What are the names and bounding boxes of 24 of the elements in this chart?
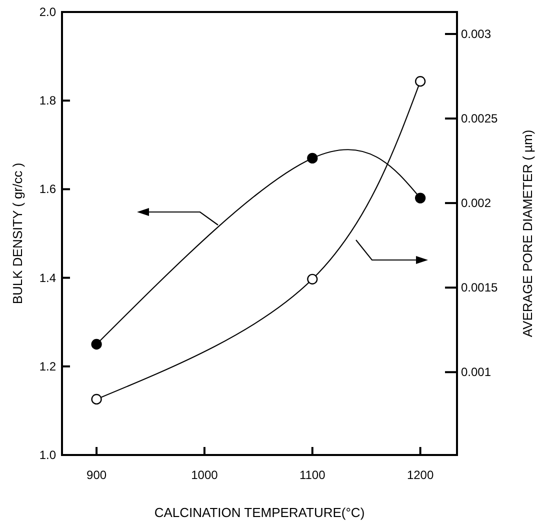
y2-tick-label: 0.0025 [461,112,498,126]
x-tick-label: 1100 [299,468,326,482]
point [91,394,102,405]
y2-tick-label: 0.002 [461,196,492,210]
y-tick-label: 1.4 [39,270,56,285]
y2-tick-label: 0.001 [461,365,492,380]
y-tick-label: 1.0 [39,448,56,462]
y2-axis-title: AVERAGE PORE DIAMETER ( µm) [520,130,535,338]
y-tick-label: 2.0 [39,5,56,19]
y-tick-label: 1.2 [39,359,56,374]
x-tick-label: 900 [86,468,107,482]
y2-tick-label: 0.0015 [461,280,498,295]
point [414,76,426,87]
y-axis-title: BULK DENSITY ( gr/cc ) [10,162,25,304]
y-tick-label: 1.6 [39,182,56,196]
point [307,152,318,164]
point [414,192,426,204]
x-axis-title: CALCINATION TEMPERATURE(°C) [154,505,365,520]
point [307,274,318,284]
x-tick-label: 1000 [191,468,218,482]
point [91,338,102,350]
x-tick-label: 1200 [406,468,434,482]
y2-tick-label: 0.003 [461,26,492,41]
y-tick-label: 1.8 [39,94,56,108]
